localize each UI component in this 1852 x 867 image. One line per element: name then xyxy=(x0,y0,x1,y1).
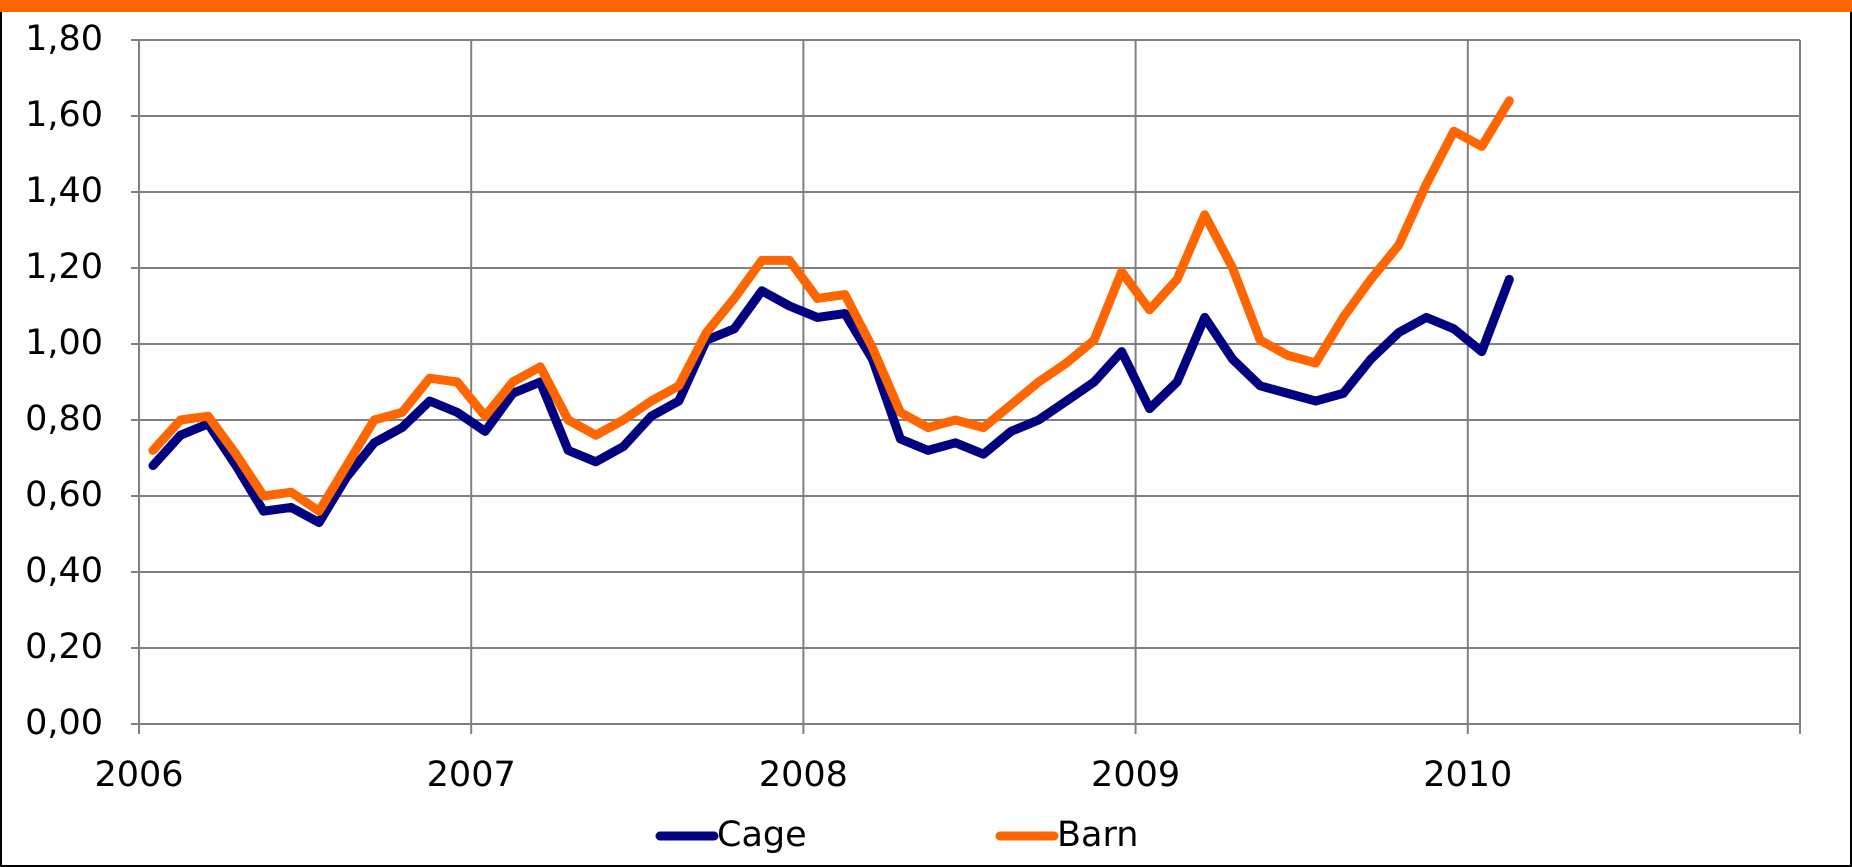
y-tick-label: 0,40 xyxy=(25,551,103,591)
y-tick-label: 1,80 xyxy=(25,19,103,59)
y-tick-label: 1,20 xyxy=(25,247,103,287)
header-bar xyxy=(0,0,1852,12)
y-tick-label: 1,40 xyxy=(25,171,103,211)
y-tick-label: 1,00 xyxy=(25,323,103,363)
x-tick-label: 2010 xyxy=(1423,755,1512,795)
x-tick-label: 2009 xyxy=(1091,755,1180,795)
x-tick-label: 2006 xyxy=(94,755,183,795)
y-tick-label: 0,80 xyxy=(25,399,103,439)
y-tick-label: 0,20 xyxy=(25,627,103,667)
series-line xyxy=(148,96,1514,516)
series-line xyxy=(148,274,1514,528)
x-tick-label: 2007 xyxy=(427,755,516,795)
y-tick-label: 0,60 xyxy=(25,475,103,515)
y-tick-label: 1,60 xyxy=(25,95,103,135)
x-tick-label: 2008 xyxy=(759,755,848,795)
legend-label: Cage xyxy=(717,815,807,855)
legend-label: Barn xyxy=(1057,815,1138,855)
y-tick-label: 0,00 xyxy=(25,703,103,743)
